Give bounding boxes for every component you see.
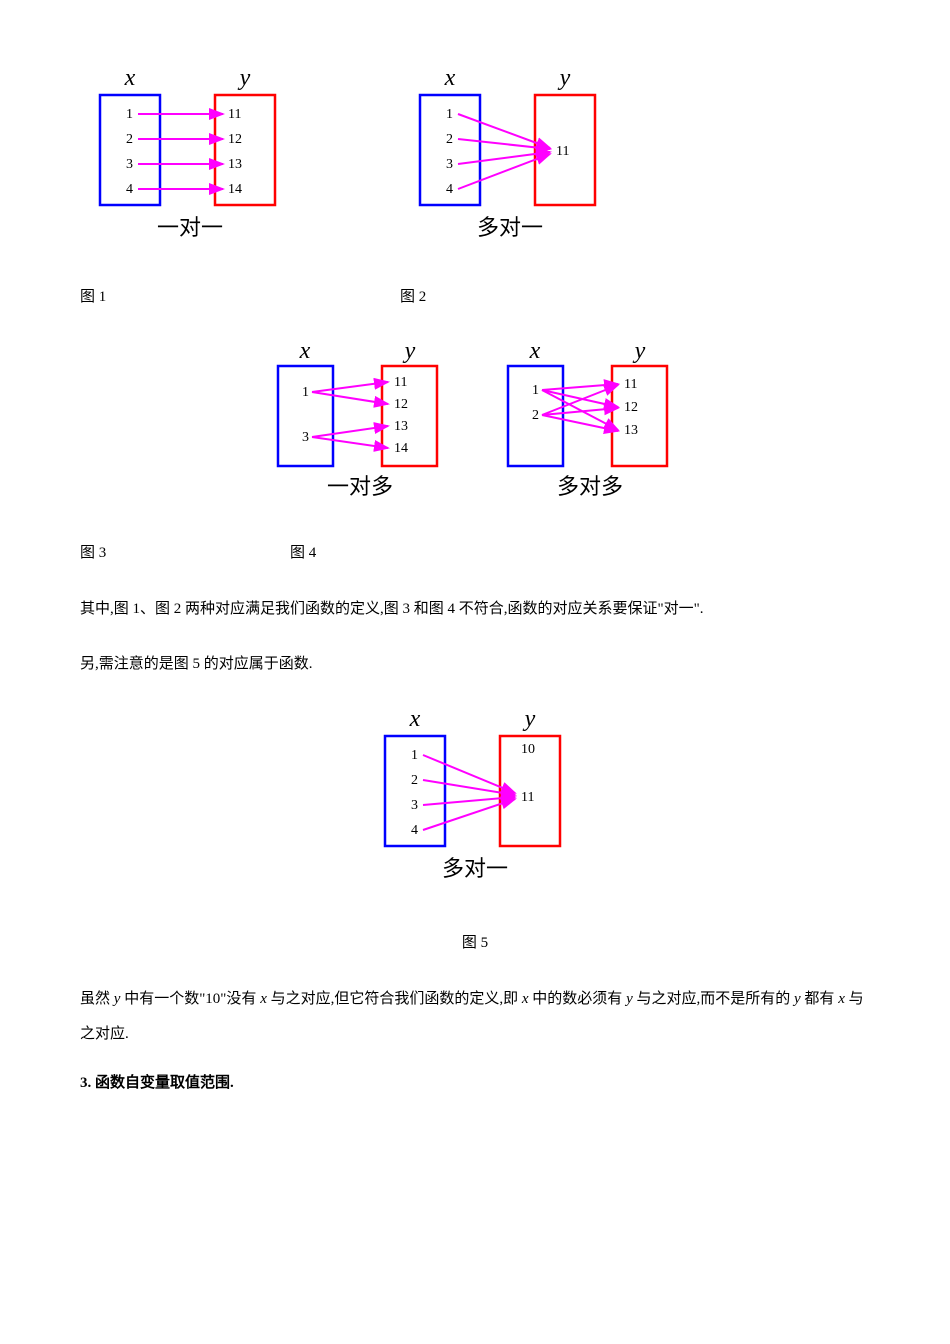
svg-text:12: 12 bbox=[228, 132, 242, 147]
fig2-label: 图 2 bbox=[400, 285, 426, 306]
svg-text:y: y bbox=[403, 338, 416, 364]
right-box bbox=[215, 95, 275, 205]
y-label: y bbox=[238, 65, 251, 91]
svg-text:4: 4 bbox=[446, 182, 453, 197]
svg-text:y: y bbox=[558, 65, 571, 91]
svg-text:多对一: 多对一 bbox=[442, 856, 508, 881]
svg-text:14: 14 bbox=[228, 182, 242, 197]
svg-text:y: y bbox=[633, 338, 646, 364]
fig5-label: 图 5 bbox=[80, 931, 870, 952]
svg-text:3: 3 bbox=[302, 430, 309, 445]
svg-text:一对多: 一对多 bbox=[327, 474, 393, 499]
svg-text:x: x bbox=[409, 706, 421, 732]
svg-text:1: 1 bbox=[532, 383, 539, 398]
svg-text:1: 1 bbox=[411, 748, 418, 763]
svg-text:2: 2 bbox=[446, 132, 453, 147]
svg-text:12: 12 bbox=[394, 397, 408, 412]
svg-text:3: 3 bbox=[126, 157, 133, 172]
svg-text:2: 2 bbox=[411, 773, 418, 788]
diagram-3: x y 1 3 11 12 13 14 一对多 bbox=[260, 336, 460, 521]
diagram-5: x y 1 2 3 4 10 11 多对一 bbox=[365, 701, 585, 906]
svg-text:11: 11 bbox=[624, 377, 637, 392]
svg-text:13: 13 bbox=[394, 419, 408, 434]
svg-text:x: x bbox=[444, 65, 456, 91]
diagram-5-row: x y 1 2 3 4 10 11 多对一 bbox=[80, 701, 870, 906]
svg-text:12: 12 bbox=[624, 400, 638, 415]
svg-text:4: 4 bbox=[411, 823, 418, 838]
diagram-2: x y 1 2 3 4 11 多对一 bbox=[400, 60, 620, 265]
caption-row-1: 图 1 图 2 bbox=[80, 285, 870, 306]
svg-text:3: 3 bbox=[446, 157, 453, 172]
svg-text:3: 3 bbox=[411, 798, 418, 813]
paragraph-1: 其中,图 1、图 2 两种对应满足我们函数的定义,图 3 和图 4 不符合,函数… bbox=[80, 592, 870, 627]
svg-text:11: 11 bbox=[556, 144, 569, 159]
svg-text:13: 13 bbox=[228, 157, 242, 172]
svg-text:1: 1 bbox=[446, 107, 453, 122]
caption-row-2: 图 3 图 4 bbox=[80, 541, 870, 562]
diagram-row-1: x y 1 2 3 4 11 12 13 14 一对一 x bbox=[80, 60, 870, 265]
svg-text:14: 14 bbox=[394, 441, 408, 456]
diagram-1: x y 1 2 3 4 11 12 13 14 一对一 bbox=[80, 60, 300, 265]
fig1-label: 图 1 bbox=[80, 285, 400, 306]
svg-text:11: 11 bbox=[394, 375, 407, 390]
x-label: x bbox=[124, 65, 136, 91]
svg-text:4: 4 bbox=[126, 182, 133, 197]
svg-text:1: 1 bbox=[126, 107, 133, 122]
diagram-4: x y 1 2 11 12 13 多对多 bbox=[490, 336, 690, 521]
fig3-label: 图 3 bbox=[80, 541, 290, 562]
svg-text:多对多: 多对多 bbox=[557, 474, 623, 499]
paragraph-3: 虽然 y 中有一个数"10"没有 x 与之对应,但它符合我们函数的定义,即 x … bbox=[80, 982, 870, 1051]
svg-text:y: y bbox=[523, 706, 536, 732]
svg-text:13: 13 bbox=[624, 423, 638, 438]
svg-text:1: 1 bbox=[302, 385, 309, 400]
svg-text:2: 2 bbox=[126, 132, 133, 147]
svg-text:11: 11 bbox=[228, 107, 241, 122]
svg-text:x: x bbox=[529, 338, 541, 364]
svg-text:10: 10 bbox=[521, 742, 535, 757]
svg-text:多对一: 多对一 bbox=[477, 215, 543, 240]
svg-text:11: 11 bbox=[521, 790, 534, 805]
caption: 一对一 bbox=[157, 215, 223, 240]
fig4-label: 图 4 bbox=[290, 541, 316, 562]
heading-3: 3. 函数自变量取值范围. bbox=[80, 1071, 870, 1092]
svg-text:x: x bbox=[299, 338, 311, 364]
paragraph-2: 另,需注意的是图 5 的对应属于函数. bbox=[80, 647, 870, 682]
svg-text:2: 2 bbox=[532, 408, 539, 423]
diagram-row-2: x y 1 3 11 12 13 14 一对多 x y bbox=[80, 336, 870, 521]
